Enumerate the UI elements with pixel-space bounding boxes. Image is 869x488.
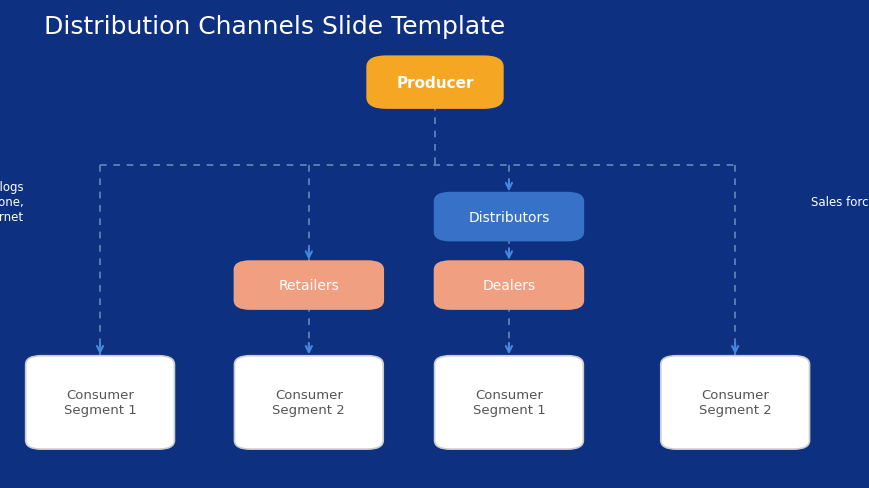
FancyBboxPatch shape [434, 356, 582, 449]
Text: Consumer
Segment 2: Consumer Segment 2 [272, 388, 345, 417]
Text: Consumer
Segment 1: Consumer Segment 1 [472, 388, 545, 417]
FancyBboxPatch shape [660, 356, 808, 449]
Text: Dealers: Dealers [481, 279, 535, 292]
Text: Sales force: Sales force [810, 196, 869, 209]
FancyBboxPatch shape [367, 57, 502, 109]
Text: Retailers: Retailers [278, 279, 339, 292]
FancyBboxPatch shape [434, 193, 582, 241]
FancyBboxPatch shape [434, 262, 582, 309]
Text: Producer: Producer [395, 76, 474, 90]
Text: Consumer
Segment 2: Consumer Segment 2 [698, 388, 771, 417]
Text: Consumer
Segment 1: Consumer Segment 1 [63, 388, 136, 417]
FancyBboxPatch shape [234, 356, 382, 449]
Text: Distribution Channels Slide Template: Distribution Channels Slide Template [43, 15, 504, 39]
Text: Catalogs
Telephone,
Internet: Catalogs Telephone, Internet [0, 181, 24, 224]
FancyBboxPatch shape [26, 356, 174, 449]
FancyBboxPatch shape [234, 262, 382, 309]
Text: Distributors: Distributors [468, 210, 549, 224]
